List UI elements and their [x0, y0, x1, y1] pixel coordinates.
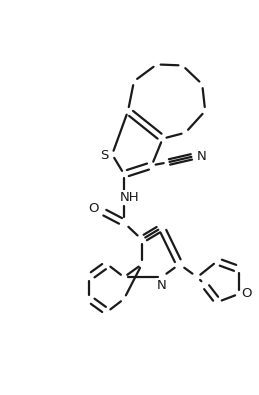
Text: O: O	[241, 288, 252, 301]
Text: N: N	[196, 150, 206, 163]
Text: O: O	[88, 202, 99, 215]
Text: S: S	[100, 149, 109, 162]
Text: N: N	[157, 278, 167, 292]
Text: NH: NH	[120, 190, 140, 203]
